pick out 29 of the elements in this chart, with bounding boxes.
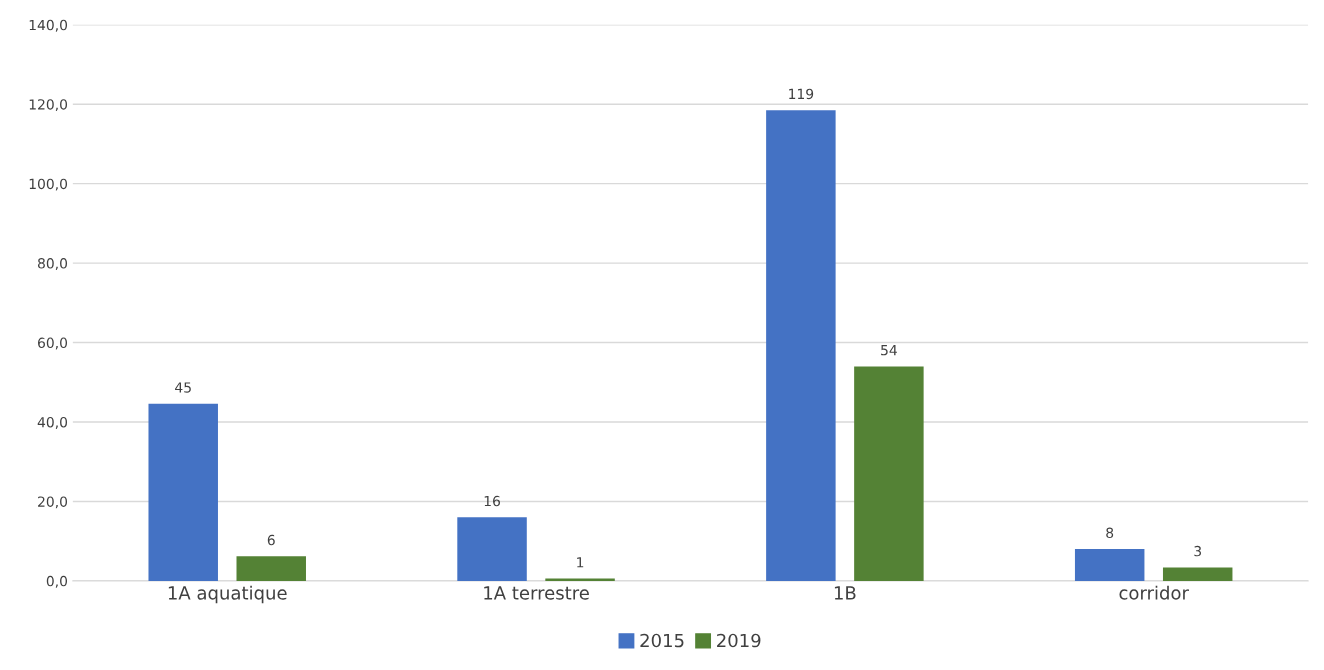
data-label: 119 — [789, 88, 814, 100]
bar — [854, 366, 924, 581]
y-tick-label: 20,0 — [38, 496, 68, 509]
bar — [766, 110, 836, 581]
y-tick-label: 140,0 — [29, 19, 68, 32]
data-label: 6 — [267, 534, 275, 546]
data-label: 45 — [175, 382, 191, 393]
y-tick-label: 120,0 — [29, 99, 68, 112]
data-label: 54 — [881, 345, 897, 356]
y-tick-label: 80,0 — [37, 258, 68, 271]
x-tick-label: corridor — [1119, 585, 1189, 600]
legend-label: 2019 — [717, 633, 761, 648]
y-tick-label: 60,0 — [38, 337, 68, 350]
data-label: 16 — [484, 495, 501, 507]
y-tick-label: 40,0 — [37, 416, 68, 429]
data-label: 1 — [577, 557, 584, 568]
data-label: 3 — [1194, 545, 1202, 557]
x-tick-label: 1B — [834, 586, 856, 600]
data-label: 8 — [1106, 527, 1114, 539]
bar — [236, 556, 306, 581]
y-tick-label: 0,0 — [46, 575, 68, 588]
bar — [1162, 567, 1233, 581]
y-tick-label: 100,0 — [29, 178, 68, 191]
bar — [457, 517, 527, 581]
bar — [1074, 549, 1145, 581]
x-tick-label: 1A aquatique — [168, 585, 287, 604]
bar — [148, 403, 218, 581]
legend-label: 2015 — [640, 633, 684, 648]
x-tick-label: 1A terrestre — [484, 586, 589, 600]
